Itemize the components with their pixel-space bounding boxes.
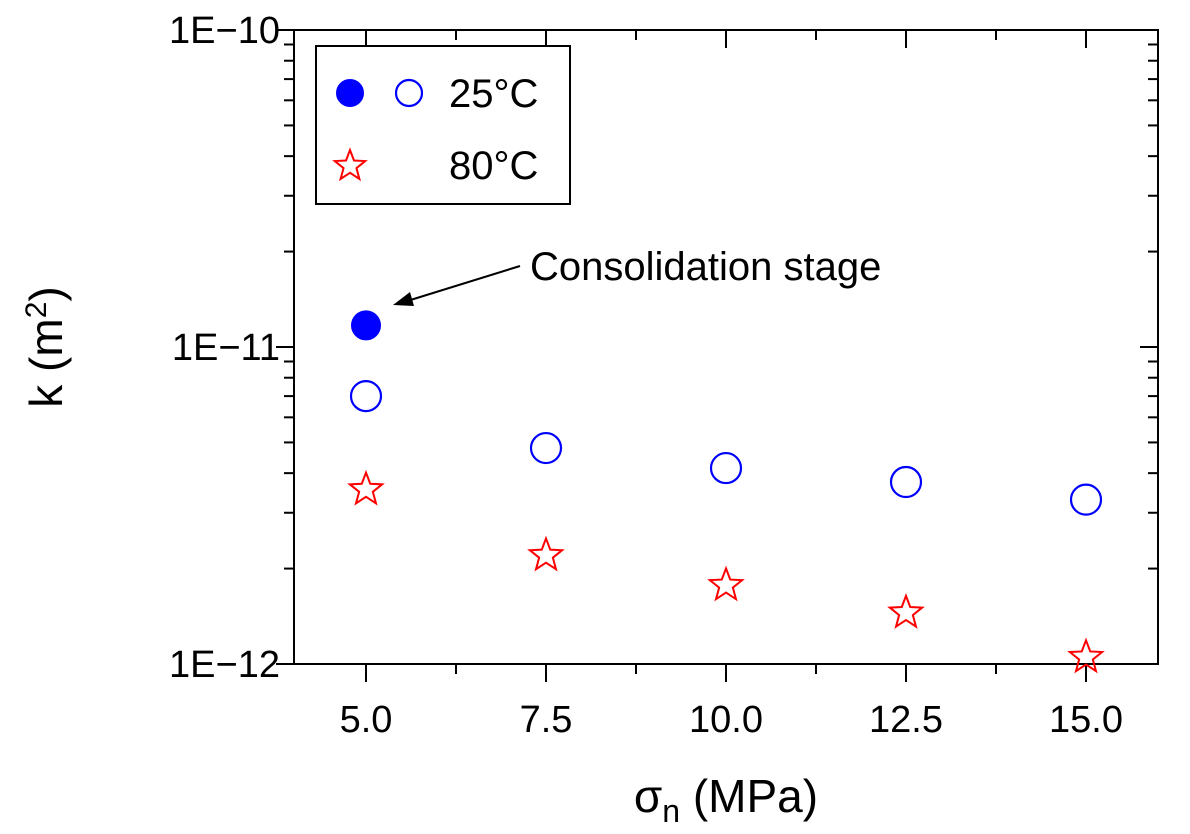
y-tick-label: 1E−11 (172, 327, 280, 369)
data-points (347, 310, 1105, 674)
y-axis-title-close: ) (20, 286, 72, 301)
x-tick-label: 10.0 (689, 699, 763, 741)
y-axis-title-superscript: 2 (20, 302, 53, 319)
legend-label-25c: 25°C (449, 72, 538, 116)
data-point-80c (887, 593, 925, 629)
data-point-80c (707, 565, 745, 602)
legend: 25°C 80°C (315, 45, 571, 205)
data-point-25c (709, 451, 743, 485)
x-axis-title-space (680, 770, 693, 822)
data-point-25c (1069, 483, 1103, 516)
data-point-25c (889, 465, 923, 499)
x-tick-label: 12.5 (869, 699, 943, 741)
legend-marker-open-circle (394, 78, 424, 108)
legend-label-80c: 80°C (449, 144, 538, 188)
y-tick-label: 1E−10 (169, 10, 280, 52)
x-axis-title-unit: (MPa) (693, 770, 818, 822)
annotation-arrowhead (393, 292, 414, 306)
data-point-80c (1067, 637, 1105, 674)
x-axis-title-symbol: σ (634, 770, 662, 822)
data-point-25c (529, 431, 563, 465)
data-point-80c (527, 535, 565, 572)
data-point-25c (349, 380, 383, 413)
data-point-25c-consolidation (351, 310, 381, 341)
x-tick-label: 5.0 (340, 699, 393, 741)
annotation: Consolidation stage (393, 245, 881, 306)
tick-labels: 5.0 7.5 10.0 12.5 15.0 1E−10 1E−11 1E−12 (169, 10, 1123, 741)
y-axis-title-base: k (m (20, 318, 72, 407)
y-tick-label: 1E−12 (169, 644, 280, 686)
x-axis-title: σn (MPa) (634, 770, 818, 829)
annotation-arrow-line (403, 265, 521, 303)
annotation-text: Consolidation stage (530, 245, 881, 289)
x-axis-title-subscript: n (662, 793, 680, 829)
x-tick-label: 7.5 (520, 699, 573, 741)
legend-marker-star (332, 147, 368, 182)
y-axis-title: k (m2) (20, 286, 72, 407)
x-tick-label: 15.0 (1049, 699, 1123, 741)
legend-marker-filled-circle (336, 79, 364, 107)
data-point-80c (347, 469, 385, 506)
